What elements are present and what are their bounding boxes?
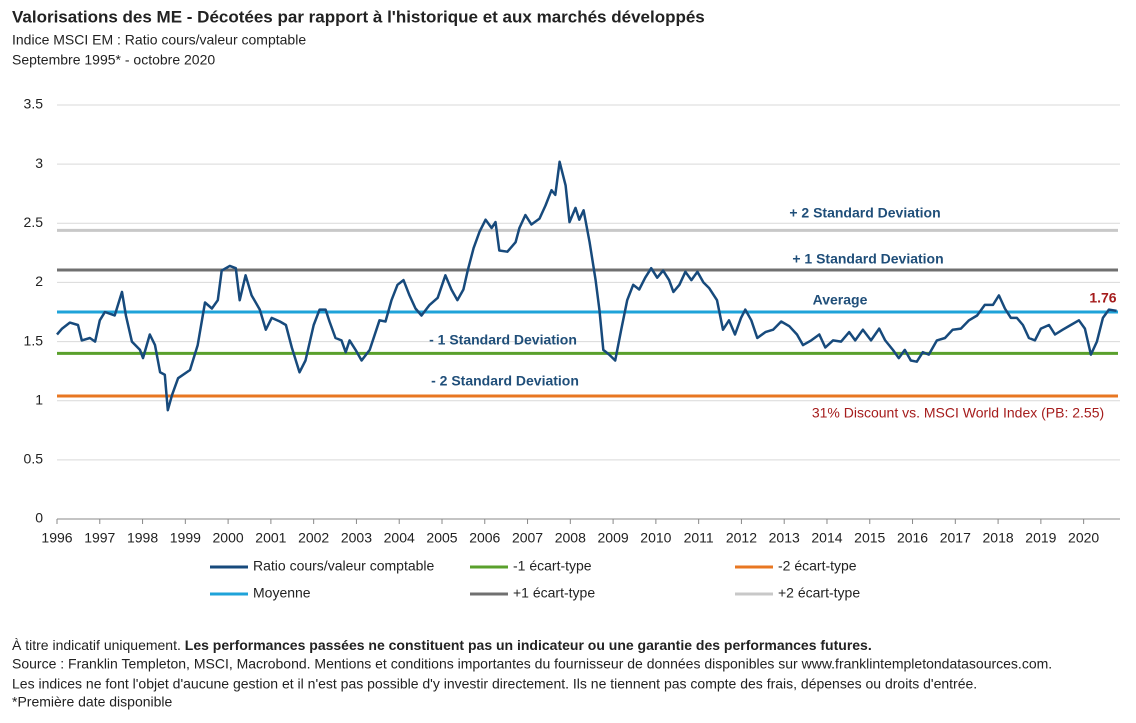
- x-tick-label: 2015: [854, 530, 885, 546]
- x-tick-label: 2006: [469, 530, 500, 546]
- series-line: [56, 160, 1117, 412]
- x-tick-label: 2013: [769, 530, 800, 546]
- legend-label: -1 écart-type: [513, 558, 592, 574]
- x-tick-label: 1999: [170, 530, 201, 546]
- x-tick-label: 1996: [41, 530, 72, 546]
- reference-annotation: - 2 Standard Deviation: [431, 373, 579, 389]
- legend-label: Ratio cours/valeur comptable: [253, 558, 435, 574]
- x-tick-label: 2008: [555, 530, 586, 546]
- footer-warning: Les performances passées ne constituent …: [185, 637, 872, 653]
- legend-label: +2 écart-type: [778, 585, 860, 601]
- x-tick-label: 2011: [684, 530, 714, 546]
- chart-subtitle: Indice MSCI EM : Ratio cours/valeur comp…: [12, 32, 306, 48]
- x-tick-label: 2002: [298, 530, 329, 546]
- x-tick-label: 2009: [598, 530, 629, 546]
- footer-note: À titre indicatif uniquement.: [12, 637, 181, 653]
- x-tick-label: 2005: [426, 530, 457, 546]
- y-tick-label: 0.5: [24, 451, 44, 467]
- x-tick-label: 1998: [127, 530, 158, 546]
- y-tick-label: 3.5: [24, 96, 44, 112]
- legend-label: Moyenne: [253, 585, 311, 601]
- y-tick-label: 2.5: [24, 214, 44, 230]
- chart-period: Septembre 1995* - octobre 2020: [12, 52, 215, 68]
- x-tick-label: 2000: [213, 530, 244, 546]
- last-value-label: 1.76: [1089, 290, 1116, 306]
- reference-annotation: + 1 Standard Deviation: [792, 251, 943, 267]
- footer-first-date: *Première date disponible: [12, 694, 173, 710]
- x-tick-label: 1997: [84, 530, 115, 546]
- x-tick-label: 2020: [1068, 530, 1099, 546]
- reference-annotation: + 2 Standard Deviation: [789, 205, 940, 221]
- y-tick-label: 1.5: [24, 332, 44, 348]
- legend-label: +1 écart-type: [513, 585, 595, 601]
- footer-indices: Les indices ne font l'objet d'aucune ges…: [12, 676, 977, 692]
- reference-annotation: Average: [813, 292, 868, 308]
- footer-source: Source : Franklin Templeton, MSCI, Macro…: [12, 656, 1052, 672]
- y-tick-label: 1: [35, 391, 43, 407]
- reference-annotation: - 1 Standard Deviation: [429, 332, 577, 348]
- x-tick-label: 2001: [255, 530, 286, 546]
- discount-note: 31% Discount vs. MSCI World Index (PB: 2…: [812, 405, 1104, 421]
- legend-label: -2 écart-type: [778, 558, 857, 574]
- x-tick-label: 2010: [640, 530, 671, 546]
- y-tick-label: 3: [35, 155, 43, 171]
- y-tick-label: 0: [35, 510, 43, 526]
- x-tick-label: 2003: [341, 530, 372, 546]
- footer-line: À titre indicatif uniquement. Les perfor…: [12, 637, 872, 653]
- chart-title: Valorisations des ME - Décotées par rapp…: [12, 7, 705, 26]
- x-tick-label: 2014: [811, 530, 842, 546]
- y-tick-label: 2: [35, 273, 43, 289]
- x-tick-label: 2018: [983, 530, 1014, 546]
- x-tick-label: 2016: [897, 530, 928, 546]
- x-tick-label: 2012: [726, 530, 757, 546]
- x-tick-label: 2019: [1025, 530, 1056, 546]
- x-tick-label: 2004: [384, 530, 415, 546]
- x-tick-label: 2017: [940, 530, 971, 546]
- x-tick-label: 2007: [512, 530, 543, 546]
